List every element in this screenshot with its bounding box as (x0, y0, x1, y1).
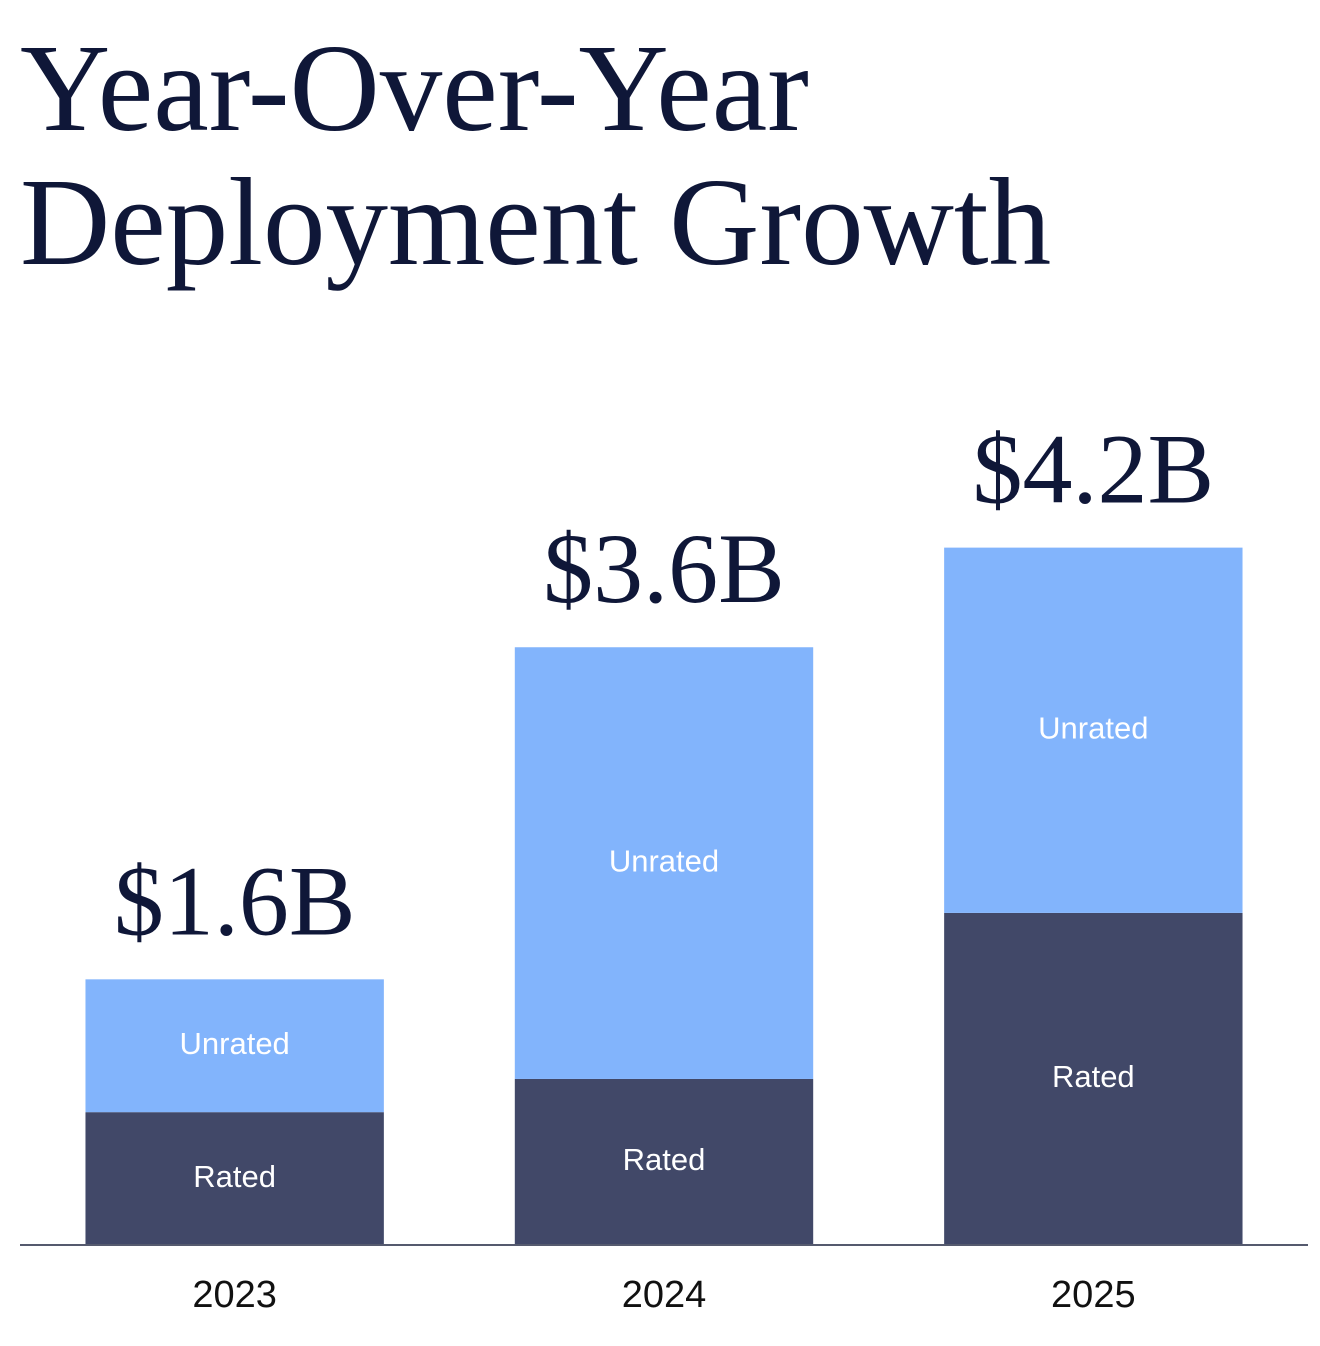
segment-label: Rated (623, 1142, 706, 1177)
bar-segment (514, 1078, 814, 1245)
bar-segment (944, 912, 1243, 1245)
bar-segment (944, 547, 1243, 913)
x-tick-label: 2024 (622, 1274, 707, 1316)
x-tick-label: 2025 (1051, 1274, 1136, 1316)
bar-segment (85, 1112, 384, 1245)
total-label: $1.6B (114, 845, 356, 956)
segment-label: Rated (1052, 1059, 1135, 1094)
bar-segment (514, 647, 814, 1079)
segment-label: Rated (193, 1159, 276, 1194)
segment-label: Unrated (609, 843, 719, 878)
total-label: $4.2B (972, 414, 1214, 525)
segment-label: Unrated (1038, 710, 1148, 745)
bar-segment (85, 979, 384, 1113)
total-label: $3.6B (543, 513, 785, 624)
x-tick-label: 2023 (192, 1274, 277, 1316)
segment-label: Unrated (180, 1026, 290, 1061)
chart-title: Year-Over-Year Deployment Growth (20, 20, 1052, 292)
